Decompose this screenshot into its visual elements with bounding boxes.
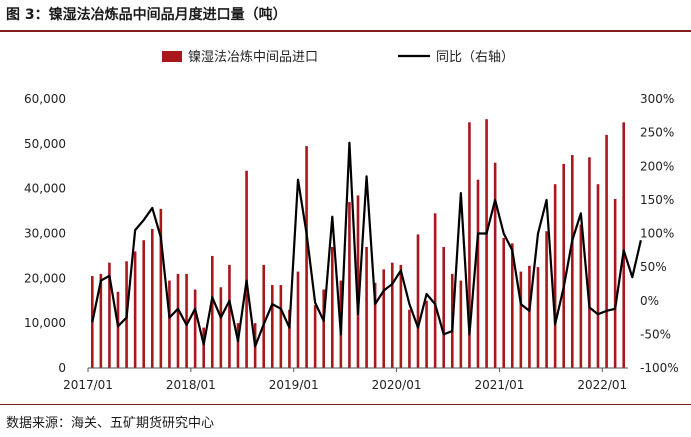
bar <box>279 285 283 368</box>
bar <box>99 273 103 368</box>
bar <box>579 224 583 368</box>
x-tick-label: 2019/01 <box>269 378 319 392</box>
bar <box>476 179 480 368</box>
legend-bar-label: 镍湿法冶炼中间品进口 <box>188 50 318 65</box>
bar <box>288 309 291 368</box>
bar <box>236 323 240 368</box>
bar <box>296 271 300 368</box>
bar <box>588 157 591 368</box>
right-tick-label: 0% <box>640 294 659 308</box>
bar <box>185 273 188 368</box>
bar <box>150 229 154 368</box>
bar <box>176 273 180 368</box>
left-tick-label: 0 <box>58 361 66 375</box>
bar <box>562 164 566 368</box>
x-tick-label: 2022/01 <box>577 378 627 392</box>
x-tick-label: 2020/01 <box>372 378 422 392</box>
bar <box>305 146 308 368</box>
bar <box>270 285 274 368</box>
left-tick-label: 60,000 <box>24 92 66 106</box>
bar <box>519 271 523 368</box>
left-axis-ticks: 0 10,000 20,000 30,000 40,000 50,000 60,000 <box>24 92 66 375</box>
bar <box>416 234 420 368</box>
bar <box>459 280 463 368</box>
bar <box>553 184 557 368</box>
bar <box>365 246 368 368</box>
bar <box>493 162 497 368</box>
legend-line-label: 同比（右轴） <box>436 50 514 65</box>
x-tick-label: 2017/01 <box>63 378 113 392</box>
yoy-line <box>91 141 642 348</box>
x-tick-label: 2021/01 <box>474 378 524 392</box>
bar <box>108 262 111 368</box>
bar <box>528 265 531 368</box>
title-rule <box>0 30 691 32</box>
bar <box>245 170 248 368</box>
right-tick-label: 200% <box>640 159 674 173</box>
bar <box>390 262 394 368</box>
left-tick-label: 50,000 <box>24 137 66 151</box>
chart-legend: 镍湿法冶炼中间品进口 同比（右轴） <box>162 50 514 65</box>
bar <box>142 240 146 368</box>
bar <box>545 231 548 368</box>
bar <box>399 264 403 368</box>
bar <box>613 198 617 368</box>
right-axis-ticks: -100% -50% 0% 50% 100% 150% 200% 250% 300% <box>640 92 679 375</box>
left-tick-label: 40,000 <box>24 182 66 196</box>
bar <box>536 267 540 369</box>
bar <box>442 246 446 368</box>
right-tick-label: 50% <box>640 260 667 274</box>
bar <box>433 213 437 368</box>
bar <box>510 243 514 368</box>
bar <box>605 134 608 368</box>
right-tick-label: -50% <box>640 327 671 341</box>
left-tick-label: 20,000 <box>24 271 66 285</box>
bar <box>373 282 377 368</box>
bar <box>228 264 231 368</box>
right-tick-label: 100% <box>640 227 674 241</box>
left-tick-label: 30,000 <box>24 227 66 241</box>
bar <box>468 122 471 368</box>
bar <box>210 255 214 368</box>
x-axis-ticks: 2017/01 2018/01 2019/01 2020/01 2021/01 2022/… <box>63 368 627 392</box>
bar <box>133 251 137 368</box>
line-series <box>91 141 642 348</box>
bar <box>348 202 351 368</box>
right-tick-label: 300% <box>640 92 674 106</box>
right-tick-label: 250% <box>640 126 674 140</box>
bar <box>502 237 506 368</box>
bar <box>425 300 428 368</box>
x-tick-label: 2018/01 <box>166 378 216 392</box>
figure-title: 图 3：镍湿法冶炼品中间品月度进口量（吨） <box>6 7 287 23</box>
source-note: 数据来源：海关、五矿期货研究中心 <box>6 416 215 431</box>
bar <box>330 246 334 368</box>
right-tick-label: 150% <box>640 193 674 207</box>
bar-series <box>90 119 626 369</box>
bar <box>322 289 326 368</box>
bar <box>356 195 360 368</box>
bar <box>116 291 120 368</box>
bar <box>382 269 386 368</box>
bar <box>485 119 488 368</box>
bar <box>570 155 574 368</box>
bar <box>596 184 600 368</box>
bar <box>193 289 197 368</box>
legend-bar-swatch <box>162 51 182 62</box>
right-tick-label: -100% <box>640 361 679 375</box>
left-tick-label: 10,000 <box>24 316 66 330</box>
bar <box>622 122 626 368</box>
bar <box>408 309 411 368</box>
source-rule <box>0 404 691 405</box>
bar <box>262 264 266 368</box>
bar <box>159 208 163 368</box>
bar <box>202 327 206 368</box>
bar <box>313 305 317 368</box>
bar <box>219 287 223 368</box>
bar <box>168 280 171 368</box>
